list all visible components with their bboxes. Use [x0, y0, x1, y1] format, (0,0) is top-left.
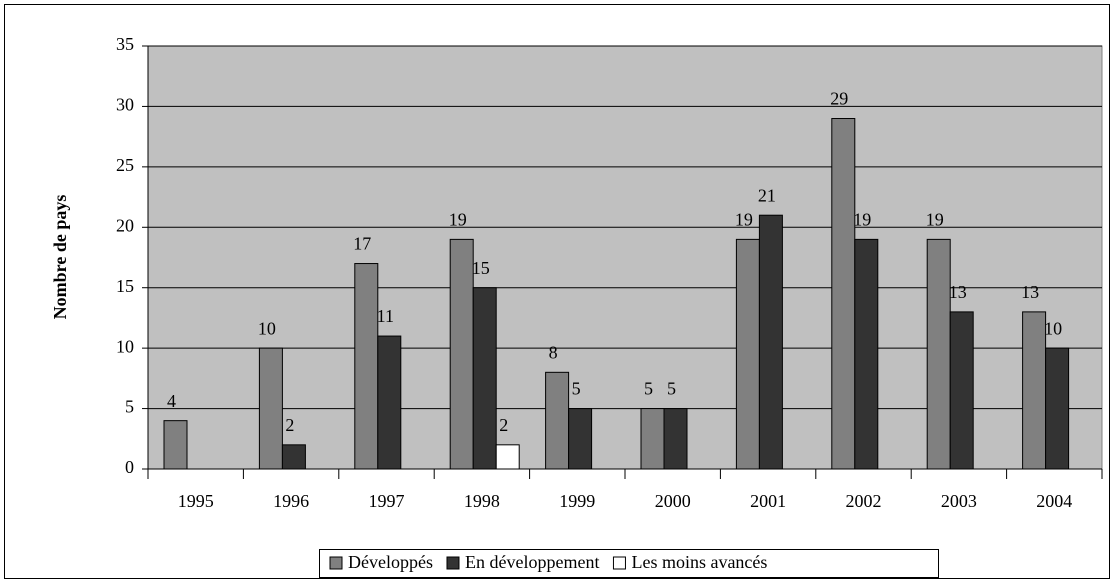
data-label: 21 — [758, 185, 776, 205]
data-label: 5 — [572, 379, 581, 399]
bar — [926, 238, 951, 470]
bar — [735, 238, 760, 470]
data-label: 19 — [926, 209, 944, 229]
legend-swatch — [612, 556, 626, 570]
legend-label: En développement — [465, 552, 599, 572]
y-axis-label: Nombre de pays — [50, 195, 70, 320]
bar — [281, 444, 306, 470]
legend-swatch — [329, 556, 343, 570]
data-label: 10 — [1044, 318, 1062, 338]
bar — [377, 335, 402, 470]
data-label: 19 — [735, 209, 753, 229]
bar — [354, 263, 379, 470]
legend-label: Les moins avancés — [631, 552, 767, 572]
data-label: 19 — [449, 209, 467, 229]
bar — [758, 214, 783, 470]
y-tick-label: 15 — [116, 276, 134, 296]
y-tick-label: 20 — [116, 215, 134, 235]
bar — [854, 238, 879, 470]
bar — [831, 118, 856, 470]
bar — [545, 371, 570, 470]
x-tick-label: 1996 — [273, 491, 309, 511]
x-tick-label: 2002 — [846, 491, 882, 511]
data-label: 2 — [285, 415, 294, 435]
bar — [258, 347, 283, 470]
bar — [949, 311, 974, 470]
data-label: 13 — [1021, 282, 1039, 302]
bar — [640, 408, 665, 470]
x-tick-label: 2001 — [750, 491, 786, 511]
data-label: 29 — [830, 89, 848, 109]
data-label: 15 — [472, 258, 490, 278]
bar — [163, 420, 188, 470]
x-tick-label: 1998 — [464, 491, 500, 511]
legend-box — [319, 549, 939, 578]
data-label: 10 — [258, 318, 276, 338]
legend-swatch — [446, 556, 460, 570]
y-tick-label: 10 — [116, 336, 134, 356]
bar — [1045, 347, 1070, 470]
data-label: 8 — [549, 342, 558, 362]
legend-label: Développés — [348, 552, 433, 572]
x-tick-label: 2000 — [655, 491, 691, 511]
data-label: 19 — [853, 209, 871, 229]
data-label: 2 — [499, 415, 508, 435]
x-tick-label: 2004 — [1036, 491, 1072, 511]
bar — [1022, 311, 1047, 470]
x-tick-label: 1995 — [178, 491, 214, 511]
data-label: 5 — [644, 379, 653, 399]
data-label: 17 — [353, 234, 371, 254]
x-tick-label: 1999 — [559, 491, 595, 511]
x-tick-label: 1997 — [369, 491, 405, 511]
y-tick-label: 25 — [116, 155, 134, 175]
y-tick-label: 30 — [116, 95, 134, 115]
y-tick-label: 0 — [125, 457, 134, 477]
bar — [449, 238, 474, 470]
y-tick-label: 35 — [116, 34, 134, 54]
data-label: 11 — [377, 306, 394, 326]
data-label: 4 — [167, 391, 176, 411]
bar — [568, 408, 593, 470]
data-label: 13 — [949, 282, 967, 302]
bar — [495, 444, 520, 470]
bar — [663, 408, 688, 470]
x-tick-label: 2003 — [941, 491, 977, 511]
y-tick-label: 5 — [125, 397, 134, 417]
data-label: 5 — [667, 379, 676, 399]
bar — [472, 287, 497, 470]
